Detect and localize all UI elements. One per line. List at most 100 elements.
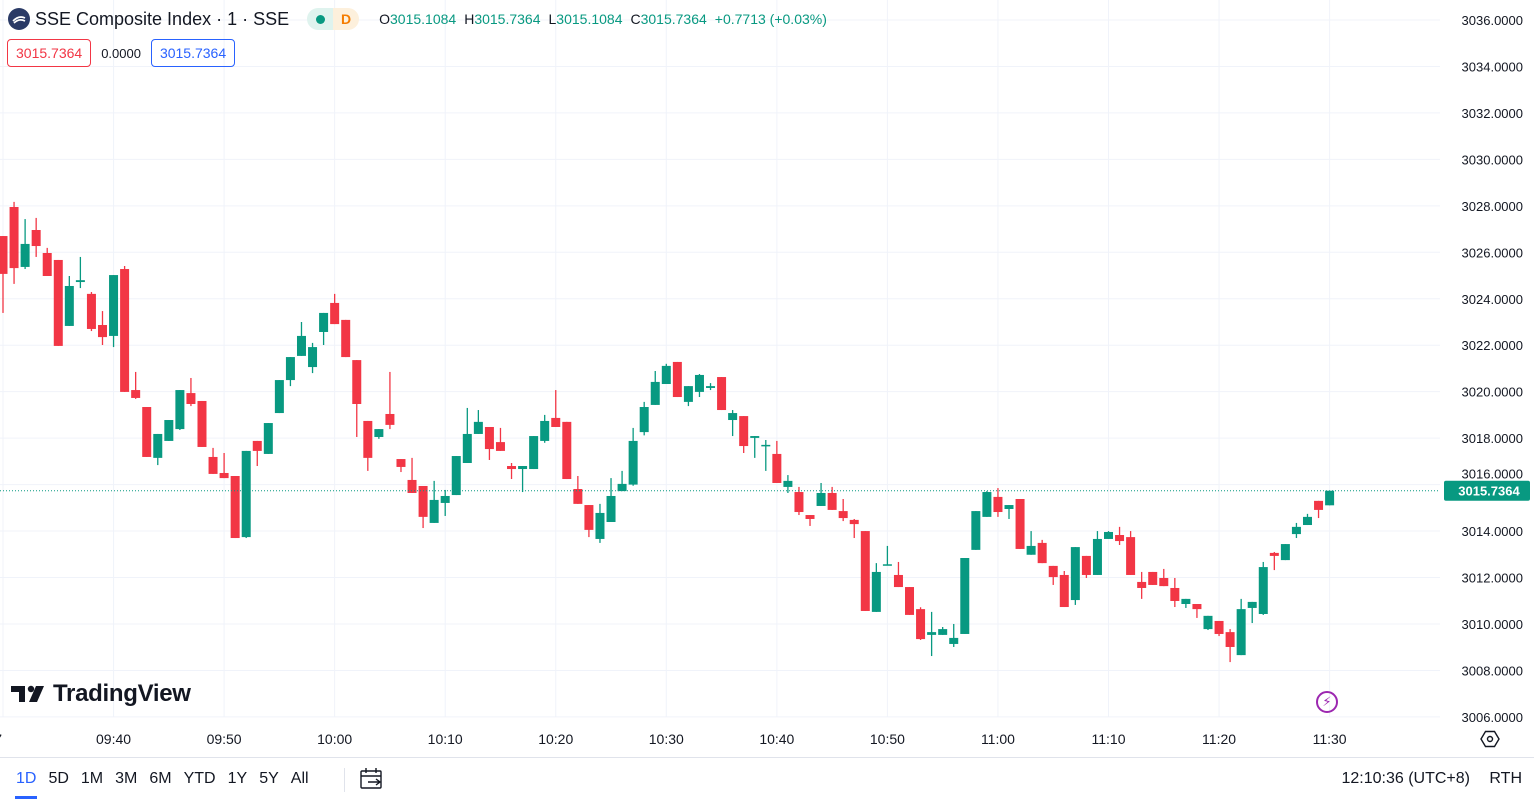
candle-body (319, 312, 329, 332)
candle-down (551, 390, 561, 427)
candle-up (164, 420, 174, 441)
candle-body (916, 609, 926, 640)
range-button-6m[interactable]: 6M (149, 770, 172, 787)
range-button-ytd[interactable]: YTD (183, 770, 216, 787)
candle-body (42, 252, 52, 276)
candle-body (263, 423, 273, 454)
candle-down (1148, 571, 1158, 585)
candle-down (407, 457, 417, 493)
candle-body (252, 440, 262, 451)
candle-body (805, 515, 815, 519)
x-tick-label: 09:50 (207, 731, 242, 747)
time-axis[interactable]: 27 09:40 09:50 10:00 10:10 10:20 10:30 10:40 10:… (0, 731, 1347, 747)
y-tick-label: 3006.0000 (1462, 710, 1523, 725)
candle-body (440, 495, 450, 503)
candle-up (1092, 531, 1102, 575)
candle-up (64, 275, 74, 326)
candle-up (971, 511, 981, 550)
candle-up (518, 466, 528, 493)
sell-button[interactable]: 3015.7364 (7, 39, 92, 67)
candle-up (429, 480, 439, 523)
candle-up (1026, 531, 1036, 555)
candle-down (396, 459, 406, 473)
candle-down (230, 476, 240, 539)
y-tick-label: 3028.0000 (1462, 199, 1523, 214)
candle-down (838, 499, 848, 522)
candle-up (938, 626, 948, 635)
range-button-3m[interactable]: 3M (115, 770, 138, 787)
candle-down (252, 440, 262, 467)
candle-body (451, 456, 461, 496)
candle-up (1280, 544, 1290, 561)
candle-body (507, 466, 517, 470)
status-badge[interactable]: D (307, 8, 360, 30)
candle-down (197, 400, 207, 447)
candle-body (1225, 632, 1235, 647)
candle-body (971, 511, 981, 550)
candle-up (296, 321, 306, 356)
candle-up (1004, 505, 1014, 519)
candle-down (1314, 500, 1324, 519)
candle-down (131, 371, 141, 399)
candle-down (495, 427, 505, 451)
candle-body (882, 564, 892, 566)
settings-hexagon-icon[interactable] (1480, 729, 1500, 749)
range-button-1y[interactable]: 1Y (227, 770, 248, 787)
candle-body (396, 459, 406, 467)
candle-down (717, 377, 727, 411)
y-tick-label: 3034.0000 (1462, 59, 1523, 74)
candlestick-chart[interactable]: 3006.0000 3008.0000 3010.0000 3012.0000 3014… (0, 0, 1534, 757)
candle-up (529, 436, 539, 470)
candle-up (540, 414, 550, 443)
session-toggle[interactable]: RTH (1489, 770, 1522, 787)
candle-body (838, 511, 848, 519)
candle-body (186, 393, 196, 404)
clock-timezone[interactable]: 12:10:36 (UTC+8) (1341, 770, 1470, 787)
candle-body (53, 259, 63, 346)
candle-up (927, 611, 937, 657)
candle-body (1280, 544, 1290, 561)
candle-body (120, 269, 130, 392)
symbol-title[interactable]: SSE Composite Index · 1 · SSE (35, 8, 290, 29)
candle-body (529, 436, 539, 470)
candle-down (363, 420, 373, 471)
candle-body (1059, 574, 1069, 608)
candle-body (484, 426, 494, 450)
candle-down (1048, 565, 1058, 585)
x-tick-label: 11:00 (981, 731, 1015, 747)
candle-down (97, 311, 107, 345)
candle-body (374, 429, 384, 437)
candle-up (639, 401, 649, 436)
candle-up (882, 545, 892, 566)
tradingview-logo[interactable]: TradingView (11, 680, 191, 708)
range-button-5d[interactable]: 5D (48, 770, 69, 787)
candle-body (219, 472, 229, 479)
y-tick-label: 3014.0000 (1462, 524, 1523, 539)
range-button-all[interactable]: All (290, 770, 309, 787)
price-axis[interactable]: 3006.0000 3008.0000 3010.0000 3012.0000 3014… (1444, 13, 1530, 725)
range-button-1m[interactable]: 1M (80, 770, 104, 787)
buy-button[interactable]: 3015.7364 (150, 39, 236, 67)
y-tick-label: 3032.0000 (1462, 106, 1523, 121)
candle-up (1247, 601, 1257, 624)
candle-down (672, 361, 682, 398)
candle-body (893, 574, 903, 588)
range-button-5y[interactable]: 5Y (259, 770, 279, 787)
candle-down (0, 236, 8, 313)
candle-down (186, 377, 196, 407)
range-button-1d[interactable]: 1D (10, 770, 42, 799)
candle-down (905, 587, 915, 615)
candle-up (982, 491, 992, 517)
candle-body (330, 302, 340, 325)
candle-down (860, 531, 870, 611)
close-label: C (630, 11, 641, 27)
x-tick-label: 10:10 (428, 731, 463, 747)
lightning-icon[interactable]: ⚡ (1316, 691, 1338, 713)
y-tick-label: 3016.0000 (1462, 467, 1523, 482)
candle-down (1081, 555, 1091, 578)
candle-body (1269, 552, 1279, 556)
date-range-calendar-icon[interactable] (359, 767, 385, 791)
candle-up (960, 558, 970, 634)
candle-body (860, 531, 870, 611)
candle-body (31, 229, 41, 247)
